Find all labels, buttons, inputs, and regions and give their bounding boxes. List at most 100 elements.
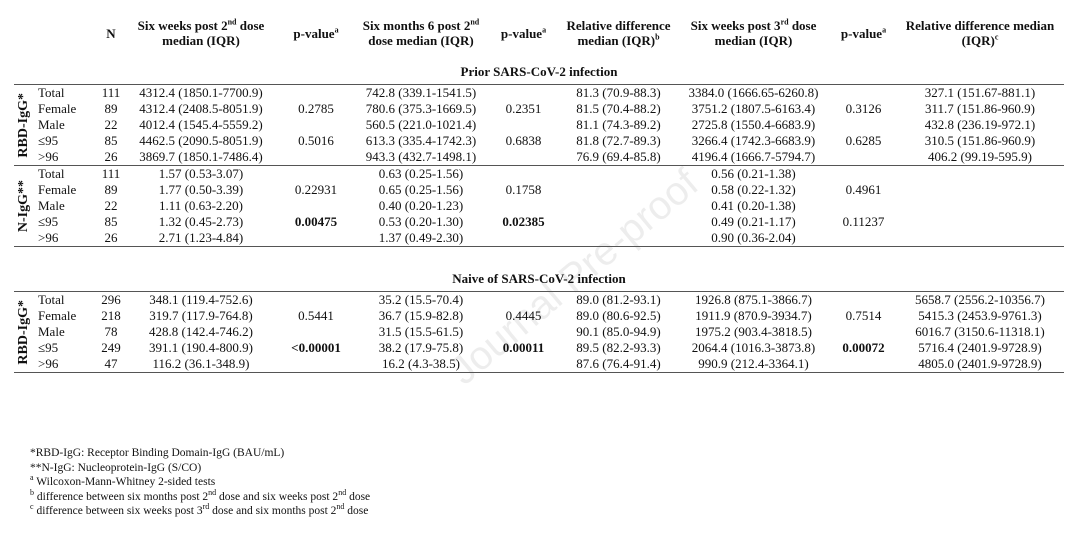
text: Six months 6 post 2: [362, 18, 471, 33]
n-value: 218: [101, 308, 121, 323]
empty-cell: [831, 230, 896, 247]
column-header: Relative difference median (IQR)b: [561, 6, 676, 60]
cell: 31.5 (15.5-61.5): [378, 324, 464, 339]
empty-cell: [276, 356, 356, 373]
cell: 16.2 (4.3-38.5): [356, 356, 486, 373]
empty-cell: [276, 149, 356, 166]
cell: 116.2 (36.1-348.9): [126, 356, 276, 373]
cell: 89.0 (80.6-92.5): [576, 308, 661, 323]
cell: 0.4445: [505, 308, 542, 323]
superscript: rd: [202, 502, 210, 512]
text: p-value: [293, 25, 335, 41]
n-value: 22: [104, 198, 118, 213]
cell: 0.4961: [845, 182, 882, 197]
n-value: 249: [101, 340, 121, 355]
superscript: nd: [336, 502, 345, 512]
text: Six weeks post 3: [690, 18, 781, 33]
empty-cell: [561, 214, 676, 230]
text: Wilcoxon-Mann-Whitney 2-sided tests: [33, 476, 216, 488]
section-row: Prior SARS-CoV-2 infection: [14, 60, 1064, 85]
data-row: Male 22 4012.4 (1545.4-5559.2) 560.5 (221.0…: [14, 117, 1064, 133]
column-header: Six months 6 post 2nd dose median (IQR): [356, 6, 486, 60]
empty-cell: [561, 198, 676, 214]
cell: 0.2351: [505, 101, 542, 116]
empty-cell: [561, 230, 676, 247]
superscript: b: [30, 487, 34, 497]
group-label-cell: RBD-IgG*: [14, 84, 34, 166]
data-row: N-IgG** Total 111 1.57 (0.53-3.07) 0.63 (0.2…: [14, 165, 1064, 247]
n-value: 89: [104, 101, 118, 116]
footnote: a Wilcoxon-Mann-Whitney 2-sided tests: [30, 473, 370, 490]
empty-cell: [831, 198, 896, 214]
spacer: [14, 247, 1064, 268]
data-row: ≤95 85 1.32 (0.45-2.73) 0.00475 0.53 (0.20-1…: [14, 214, 1064, 230]
empty-cell: [896, 198, 1064, 214]
section-title: Naive of SARS-CoV-2 infection: [452, 271, 626, 286]
n-value: 85: [104, 133, 118, 148]
column-header: N: [96, 6, 126, 60]
cell: 1975.2 (903.4-3818.5): [695, 324, 812, 339]
n-value: 85: [104, 214, 118, 229]
cell: 4805.0 (2401.9-9728.9): [896, 356, 1064, 373]
n-value: 111: [96, 84, 126, 101]
empty-cell: [896, 165, 1064, 182]
text: dose: [346, 490, 371, 503]
cell: 4312.4 (2408.5-8051.9): [139, 101, 263, 116]
cell: 81.1 (74.3-89.2): [576, 117, 661, 132]
cell: 81.5 (70.4-88.2): [576, 101, 661, 116]
cell: 348.1 (119.4-752.6): [126, 291, 276, 308]
column-header: p-valuea: [276, 6, 356, 60]
group-label: RBD-IgG*: [16, 299, 31, 365]
row-label: Total: [34, 291, 96, 308]
row-label: Female: [38, 182, 77, 197]
row-label: >96: [34, 149, 96, 166]
superscript: nd: [208, 487, 217, 497]
row-label: ≤95: [38, 340, 59, 355]
cell: 0.6285: [845, 133, 882, 148]
empty-cell: [831, 149, 896, 166]
row-label: Male: [38, 117, 65, 132]
text: *RBD-IgG: Receptor Binding Domain-IgG (B…: [30, 447, 285, 459]
cell: 76.9 (69.4-85.8): [561, 149, 676, 166]
row-label: >96: [34, 356, 96, 373]
empty-cell: [486, 198, 561, 214]
cell: 1911.9 (870.9-3934.7): [695, 308, 812, 323]
cell: 0.90 (0.36-2.04): [676, 230, 831, 247]
row-label: Total: [34, 84, 96, 101]
superscript: c: [994, 32, 999, 42]
text: dose and six weeks post 2: [216, 490, 339, 503]
data-row: >96 26 2.71 (1.23-4.84) 1.37 (0.49-2.30) 0.9…: [14, 230, 1064, 247]
superscript: a: [334, 25, 339, 35]
cell: 0.00072: [842, 340, 885, 355]
empty-cell: [831, 291, 896, 308]
cell: 87.6 (76.4-91.4): [561, 356, 676, 373]
empty-cell: [831, 84, 896, 101]
cell: 742.8 (339.1-1541.5): [356, 84, 486, 101]
cell: 3751.2 (1807.5-6163.4): [691, 101, 816, 116]
data-row: Female 218 319.7 (117.9-764.8) 0.5441 36.7 (…: [14, 308, 1064, 324]
group-label-cell: N-IgG**: [14, 165, 34, 247]
cell: 0.58 (0.22-1.32): [711, 182, 796, 197]
cell: 3869.7 (1850.1-7486.4): [126, 149, 276, 166]
superscript: nd: [470, 17, 480, 27]
superscript: b: [655, 32, 660, 42]
cell: 0.00011: [502, 340, 545, 355]
column-header: Six weeks post 3rd dose median (IQR): [676, 6, 831, 60]
cell: 90.1 (85.0-94.9): [576, 324, 661, 339]
cell: 943.3 (432.7-1498.1): [356, 149, 486, 166]
cell: 6016.7 (3150.6-11318.1): [915, 324, 1045, 339]
footnote: **N-IgG: Nucleoprotein-IgG (S/CO): [30, 461, 370, 476]
n-value: 78: [104, 324, 118, 339]
cell: 3384.0 (1666.65-6260.8): [676, 84, 831, 101]
n-value: 26: [96, 149, 126, 166]
superscript: rd: [780, 17, 789, 27]
row-label: Female: [38, 101, 77, 116]
cell: 0.40 (0.20-1.23): [378, 198, 464, 213]
footnotes: *RBD-IgG: Receptor Binding Domain-IgG (B…: [30, 446, 370, 519]
text: p-value: [840, 25, 883, 41]
text: difference between six months post 2: [34, 490, 209, 503]
cell: 4312.4 (1850.1-7700.9): [126, 84, 276, 101]
n-value: 89: [104, 182, 118, 197]
superscript: a: [30, 473, 34, 483]
